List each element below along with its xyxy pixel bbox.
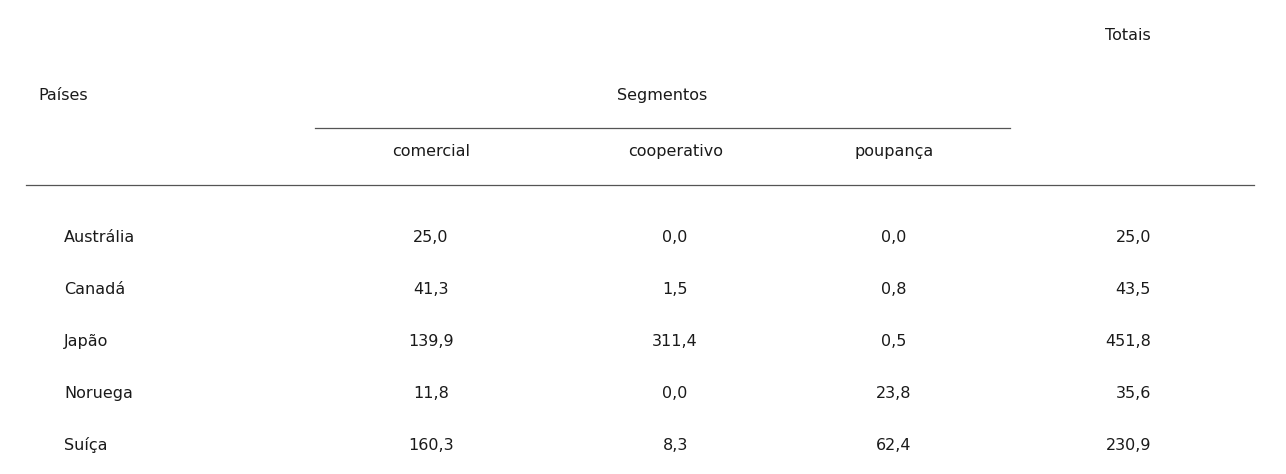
Text: 0,5: 0,5	[881, 334, 907, 349]
Text: 0,0: 0,0	[662, 386, 688, 401]
Text: 43,5: 43,5	[1115, 282, 1151, 297]
Text: 0,0: 0,0	[662, 230, 688, 245]
Text: 62,4: 62,4	[876, 438, 912, 453]
Text: Segmentos: Segmentos	[617, 88, 707, 102]
Text: Austrália: Austrália	[64, 230, 135, 245]
Text: 25,0: 25,0	[1115, 230, 1151, 245]
Text: 1,5: 1,5	[662, 282, 688, 297]
Text: 160,3: 160,3	[408, 438, 454, 453]
Text: Suíça: Suíça	[64, 438, 108, 453]
Text: 451,8: 451,8	[1105, 334, 1151, 349]
Text: 23,8: 23,8	[876, 386, 912, 401]
Text: comercial: comercial	[392, 145, 469, 159]
Text: 0,0: 0,0	[881, 230, 907, 245]
Text: Totais: Totais	[1105, 28, 1151, 43]
Text: 35,6: 35,6	[1115, 386, 1151, 401]
Text: 11,8: 11,8	[413, 386, 449, 401]
Text: 8,3: 8,3	[662, 438, 688, 453]
Text: cooperativo: cooperativo	[628, 145, 723, 159]
Text: 0,8: 0,8	[881, 282, 907, 297]
Text: 41,3: 41,3	[413, 282, 449, 297]
Text: Noruega: Noruega	[64, 386, 134, 401]
Text: 230,9: 230,9	[1106, 438, 1151, 453]
Text: Japão: Japão	[64, 334, 109, 349]
Text: poupança: poupança	[854, 145, 934, 159]
Text: 139,9: 139,9	[408, 334, 454, 349]
Text: 311,4: 311,4	[652, 334, 698, 349]
Text: Canadá: Canadá	[64, 282, 126, 297]
Text: Países: Países	[39, 88, 89, 102]
Text: 25,0: 25,0	[413, 230, 449, 245]
